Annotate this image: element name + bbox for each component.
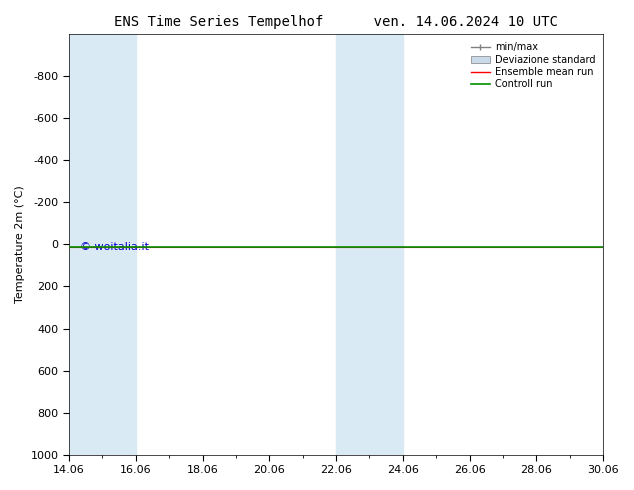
Y-axis label: Temperature 2m (°C): Temperature 2m (°C) bbox=[15, 186, 25, 303]
Bar bbox=[69, 34, 136, 455]
Legend: min/max, Deviazione standard, Ensemble mean run, Controll run: min/max, Deviazione standard, Ensemble m… bbox=[467, 38, 599, 93]
Bar bbox=[336, 34, 403, 455]
Text: © woitalia.it: © woitalia.it bbox=[80, 243, 148, 252]
Title: ENS Time Series Tempelhof      ven. 14.06.2024 10 UTC: ENS Time Series Tempelhof ven. 14.06.202… bbox=[114, 15, 558, 29]
Bar bbox=[603, 34, 634, 455]
